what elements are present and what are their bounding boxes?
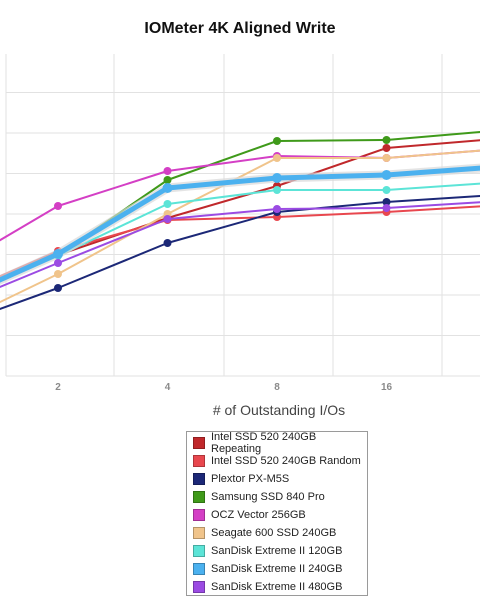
legend-label: OCZ Vector 256GB: [211, 509, 306, 521]
x-axis-label: # of Outstanding I/Os: [213, 402, 345, 418]
legend-item: SanDisk Extreme II 240GB: [193, 560, 367, 578]
data-point: [54, 202, 62, 210]
x-tick-label: 16: [381, 382, 393, 393]
data-point: [163, 239, 172, 247]
legend-item: Intel SSD 520 240GB Random: [193, 452, 367, 470]
data-point: [54, 284, 62, 292]
chart-title: IOMeter 4K Aligned Write: [144, 20, 336, 37]
data-point: [273, 154, 281, 162]
legend-item: Samsung SSD 840 Pro: [193, 488, 367, 506]
legend-label: Seagate 600 SSD 240GB: [211, 527, 337, 539]
series-line: [0, 165, 480, 283]
legend-item: Intel SSD 520 240GB Repeating: [193, 431, 367, 455]
legend-swatch: [193, 581, 205, 593]
legend-label: SanDisk Extreme II 480GB: [211, 581, 343, 593]
legend-label: Samsung SSD 840 Pro: [211, 491, 325, 503]
series-line: [0, 195, 480, 311]
legend-swatch: [193, 491, 205, 503]
data-point: [382, 204, 391, 212]
legend-label: SanDisk Extreme II 120GB: [211, 545, 343, 557]
data-point: [382, 136, 391, 144]
data-point: [163, 200, 172, 208]
data-point: [382, 198, 391, 206]
x-tick-label: 2: [55, 382, 61, 393]
data-point: [163, 167, 172, 175]
legend-label: Intel SSD 520 240GB Random: [211, 455, 361, 467]
grid-layer: [5, 54, 480, 377]
legend-swatch: [193, 527, 205, 539]
legend-swatch: [193, 509, 205, 521]
series-line: [0, 139, 480, 281]
data-point: [53, 249, 63, 259]
legend-item: OCZ Vector 256GB: [193, 506, 367, 524]
data-point: [382, 154, 391, 162]
data-point: [54, 270, 62, 278]
series-line: [0, 205, 480, 278]
data-point: [163, 215, 172, 223]
legend: Intel SSD 520 240GB Repeating Intel SSD 5…: [186, 431, 368, 596]
data-point: [273, 186, 281, 194]
legend-label: SanDisk Extreme II 240GB: [211, 563, 343, 575]
legend-item: Plextor PX-M5S: [193, 470, 367, 488]
line-chart: 2 4 8 16 # of Outstanding I/Os: [0, 54, 480, 418]
legend-swatch: [193, 563, 205, 575]
data-point: [273, 205, 281, 213]
data-point: [382, 186, 391, 194]
x-tick-labels: 2 4 8 16: [55, 382, 392, 393]
data-point: [54, 259, 62, 267]
legend-item: SanDisk Extreme II 120GB: [193, 542, 367, 560]
legend-item: Seagate 600 SSD 240GB: [193, 524, 367, 542]
x-tick-label: 8: [274, 382, 280, 393]
x-tick-label: 4: [165, 382, 171, 393]
data-point: [163, 176, 172, 184]
data-point: [272, 173, 282, 183]
legend-swatch: [193, 455, 205, 467]
legend-label: Plextor PX-M5S: [211, 473, 290, 485]
legend-swatch: [193, 545, 205, 557]
data-point: [162, 183, 173, 193]
data-point: [382, 144, 391, 152]
series-line: [0, 201, 480, 289]
legend-item: SanDisk Extreme II 480GB: [193, 578, 367, 596]
series-layer: [0, 130, 480, 311]
data-point: [381, 170, 392, 180]
legend-swatch: [193, 473, 205, 485]
legend-label: Intel SSD 520 240GB Repeating: [211, 431, 317, 455]
data-point: [273, 137, 281, 145]
legend-swatch: [193, 437, 205, 449]
